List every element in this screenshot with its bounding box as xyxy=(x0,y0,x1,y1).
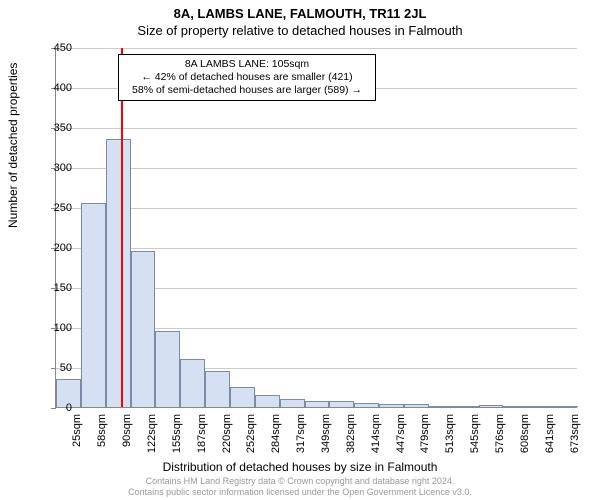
xtick-label: 447sqm xyxy=(395,414,407,474)
ytick-label: 200 xyxy=(32,242,72,254)
xtick-label: 349sqm xyxy=(320,414,332,474)
xtick-label: 545sqm xyxy=(469,414,481,474)
histogram-bar xyxy=(280,399,305,407)
ytick-label: 450 xyxy=(32,42,72,54)
xtick-label: 155sqm xyxy=(171,414,183,474)
annotation-box: 8A LAMBS LANE: 105sqm ← 42% of detached … xyxy=(118,54,376,101)
ytick-label: 350 xyxy=(32,122,72,134)
footer-line-1: Contains HM Land Registry data © Crown c… xyxy=(0,476,600,487)
histogram-bar xyxy=(379,404,404,407)
xtick-label: 382sqm xyxy=(345,414,357,474)
histogram-bar xyxy=(404,404,429,407)
gridline xyxy=(56,128,577,129)
xtick-label: 576sqm xyxy=(494,414,506,474)
histogram-bar xyxy=(329,401,354,407)
ytick-label: 300 xyxy=(32,162,72,174)
xtick-label: 673sqm xyxy=(569,414,581,474)
ytick-label: 50 xyxy=(32,362,72,374)
page-subtitle: Size of property relative to detached ho… xyxy=(0,21,600,38)
ytick-label: 250 xyxy=(32,202,72,214)
ytick-label: 400 xyxy=(32,82,72,94)
gridline xyxy=(56,248,577,249)
gridline xyxy=(56,48,577,49)
page-title: 8A, LAMBS LANE, FALMOUTH, TR11 2JL xyxy=(0,0,600,21)
xtick-label: 220sqm xyxy=(221,414,233,474)
histogram-bar xyxy=(429,406,454,407)
xtick-label: 187sqm xyxy=(196,414,208,474)
ytick-label: 150 xyxy=(32,282,72,294)
histogram-bar xyxy=(354,403,379,407)
gridline xyxy=(56,208,577,209)
histogram-bar xyxy=(106,139,131,407)
ytick-label: 0 xyxy=(32,402,72,414)
xtick-label: 513sqm xyxy=(444,414,456,474)
histogram-chart xyxy=(55,48,577,408)
histogram-bar xyxy=(528,406,553,407)
xtick-label: 252sqm xyxy=(245,414,257,474)
xtick-label: 414sqm xyxy=(370,414,382,474)
xtick-label: 317sqm xyxy=(295,414,307,474)
xtick-label: 641sqm xyxy=(544,414,556,474)
annotation-line-3: 58% of semi-detached houses are larger (… xyxy=(125,84,369,97)
histogram-bar xyxy=(479,405,504,407)
histogram-bar xyxy=(255,395,280,407)
y-axis-label: Number of detached properties xyxy=(6,63,20,228)
xtick-label: 90sqm xyxy=(121,414,133,474)
histogram-bar xyxy=(155,331,180,407)
annotation-line-1: 8A LAMBS LANE: 105sqm xyxy=(125,58,369,71)
gridline xyxy=(56,168,577,169)
xtick-label: 122sqm xyxy=(146,414,158,474)
xtick-label: 479sqm xyxy=(419,414,431,474)
ytick-label: 100 xyxy=(32,322,72,334)
histogram-bar xyxy=(131,251,156,407)
histogram-bar xyxy=(180,359,205,407)
footer-line-2: Contains public sector information licen… xyxy=(0,487,600,498)
xtick-label: 608sqm xyxy=(519,414,531,474)
histogram-bar xyxy=(553,406,578,407)
annotation-line-2: ← 42% of detached houses are smaller (42… xyxy=(125,71,369,84)
histogram-bar xyxy=(454,406,479,407)
marker-line xyxy=(121,48,123,407)
xtick-label: 25sqm xyxy=(71,414,83,474)
plot-area xyxy=(55,48,577,408)
histogram-bar xyxy=(230,387,255,407)
footer-text: Contains HM Land Registry data © Crown c… xyxy=(0,476,600,498)
histogram-bar xyxy=(305,401,330,407)
xtick-label: 58sqm xyxy=(96,414,108,474)
histogram-bar xyxy=(503,406,528,407)
histogram-bar xyxy=(81,203,106,407)
histogram-bar xyxy=(205,371,230,407)
xtick-label: 284sqm xyxy=(270,414,282,474)
